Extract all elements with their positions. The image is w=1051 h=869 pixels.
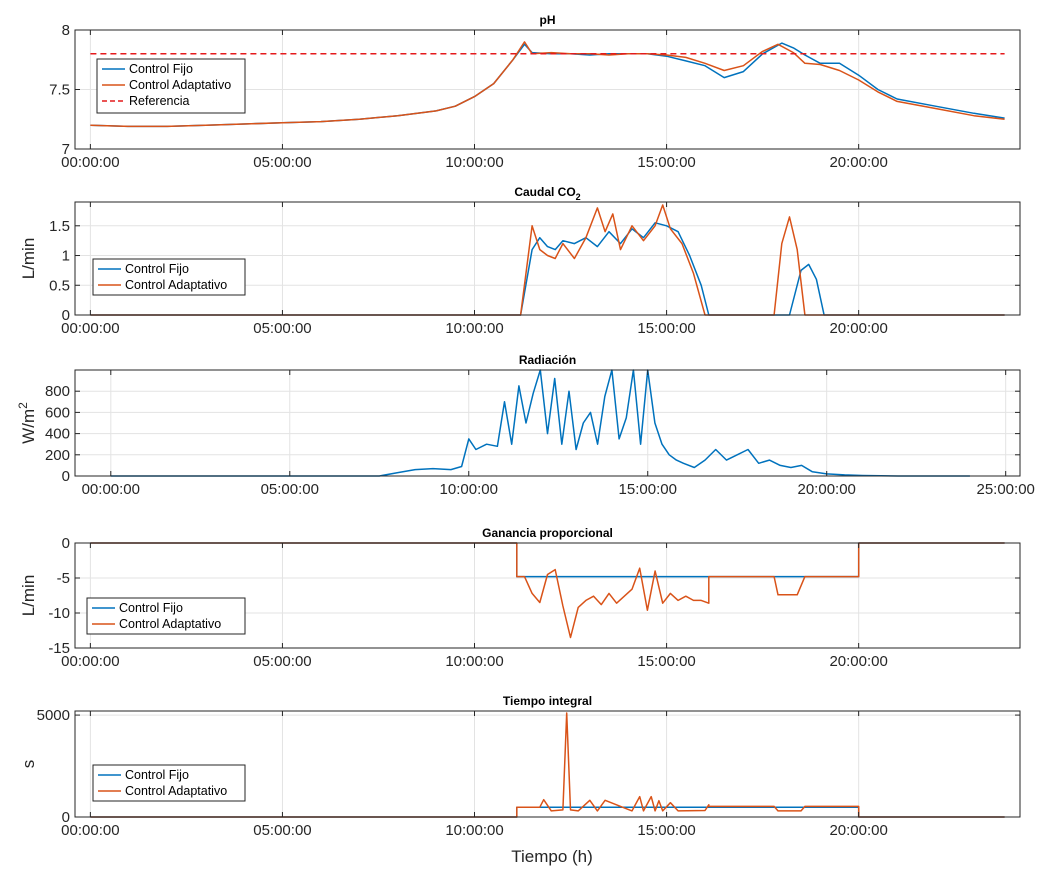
x-tick-label: 15:00:00 xyxy=(619,481,677,498)
legend-label: Control Adaptativo xyxy=(125,784,227,798)
axes-frame xyxy=(74,710,1021,818)
y-tick-label: 8 xyxy=(62,22,70,39)
x-tick-label: 05:00:00 xyxy=(253,653,311,670)
series-line-control-adaptativo xyxy=(90,41,1005,128)
y-tick-label: 400 xyxy=(45,426,70,443)
legend: Control Fijo Control Adaptativo xyxy=(92,258,246,296)
subplot-1: 00:00:00 05:00:00 10:00:00 15:00:00 20:00:00… xyxy=(49,13,1021,171)
legend-box xyxy=(86,597,246,635)
legend-box xyxy=(96,58,246,114)
y-axis-label: L/min xyxy=(19,238,38,280)
axes-frame xyxy=(74,201,1021,316)
x-axis-label: Tiempo (h) xyxy=(511,847,593,866)
legend: Control Fijo Control Adaptativo xyxy=(92,764,246,802)
y-tick-label: 200 xyxy=(45,447,70,464)
x-tick-label: 00:00:00 xyxy=(61,154,119,171)
y-tick-label: 1.5 xyxy=(49,218,70,235)
x-tick-label: 00:00:00 xyxy=(61,653,119,670)
x-tick-label: 20:00:00 xyxy=(829,320,887,337)
legend-label: Control Adaptativo xyxy=(119,617,221,631)
y-tick-label: 0.5 xyxy=(49,277,70,294)
x-tick-label: 05:00:00 xyxy=(253,822,311,839)
y-tick-label: 7 xyxy=(62,141,70,158)
legend-label: Control Fijo xyxy=(125,262,189,276)
x-tick-label: 10:00:00 xyxy=(445,154,503,171)
y-tick-label: 5000 xyxy=(37,707,70,724)
subplot-4: 00:00:00 05:00:00 10:00:00 15:00:00 20:00:00… xyxy=(19,526,1021,670)
subplot-title: Tiempo integral xyxy=(503,694,592,708)
x-tick-label: 15:00:00 xyxy=(637,320,695,337)
y-tick-label: 0 xyxy=(62,307,70,324)
subplot-2: 00:00:00 05:00:00 10:00:00 15:00:00 20:00:00… xyxy=(19,185,1021,337)
legend-box xyxy=(92,764,246,802)
x-tick-label: 10:00:00 xyxy=(440,481,498,498)
x-tick-label: 00:00:00 xyxy=(61,320,119,337)
subplot-title: Ganancia proporcional xyxy=(482,526,613,540)
legend-label: Control Fijo xyxy=(129,62,193,76)
legend: Control Fijo Control Adaptativo Referencia xyxy=(96,58,246,114)
x-tick-label: 05:00:00 xyxy=(253,154,311,171)
y-tick-label: 0 xyxy=(62,468,70,485)
y-axis-label: W/m2 xyxy=(16,402,38,444)
plot-area xyxy=(75,370,1020,476)
subplot-title: Radiación xyxy=(519,353,576,367)
x-tick-label: 15:00:00 xyxy=(637,822,695,839)
x-tick-label: 20:00:00 xyxy=(829,822,887,839)
y-axis-label: s xyxy=(19,760,38,769)
x-tick-label: 15:00:00 xyxy=(637,154,695,171)
y-tick-label: 0 xyxy=(62,535,70,552)
legend-box xyxy=(92,258,246,296)
x-tick-label: 20:00:00 xyxy=(798,481,856,498)
legend-label: Referencia xyxy=(129,94,189,108)
series-line-control-adaptativo xyxy=(90,542,1005,639)
x-tick-label: 20:00:00 xyxy=(829,653,887,670)
subplot-title: pH xyxy=(540,13,556,27)
legend-label: Control Fijo xyxy=(119,601,183,615)
x-tick-label: 10:00:00 xyxy=(445,320,503,337)
x-tick-label: 10:00:00 xyxy=(445,653,503,670)
y-axis-label: L/min xyxy=(19,575,38,617)
x-tick-label: 10:00:00 xyxy=(445,822,503,839)
x-tick-label: 25:00:00 xyxy=(976,481,1034,498)
series-line-control-adaptativo xyxy=(90,712,1005,818)
subplot-3: 00:00:00 05:00:00 10:00:00 15:00:00 20:00:00… xyxy=(16,353,1035,498)
x-tick-label: 20:00:00 xyxy=(829,154,887,171)
x-tick-label: 00:00:00 xyxy=(61,822,119,839)
series-line-radiación xyxy=(110,369,970,477)
axes-frame xyxy=(74,369,1021,477)
x-tick-label: 00:00:00 xyxy=(82,481,140,498)
y-tick-label: -15 xyxy=(48,640,70,657)
y-tick-label: 800 xyxy=(45,383,70,400)
legend-label: Control Fijo xyxy=(125,768,189,782)
legend-label: Control Adaptativo xyxy=(129,78,231,92)
x-tick-label: 15:00:00 xyxy=(637,653,695,670)
subplot-title: Caudal CO2 xyxy=(514,185,580,202)
x-tick-label: 05:00:00 xyxy=(253,320,311,337)
x-tick-label: 05:00:00 xyxy=(261,481,319,498)
axes-frame xyxy=(74,542,1021,649)
y-tick-label: 7.5 xyxy=(49,82,70,99)
y-tick-label: -5 xyxy=(57,570,70,587)
legend: Control Fijo Control Adaptativo xyxy=(86,597,246,635)
y-tick-label: 0 xyxy=(62,809,70,826)
y-tick-label: 600 xyxy=(45,404,70,421)
y-tick-label: -10 xyxy=(48,605,70,622)
subplot-5: 00:00:00 05:00:00 10:00:00 15:00:00 20:00:00… xyxy=(19,694,1021,839)
legend-label: Control Adaptativo xyxy=(125,278,227,292)
subplots: 00:00:00 05:00:00 10:00:00 15:00:00 20:00:00… xyxy=(16,13,1035,839)
y-tick-label: 1 xyxy=(62,248,70,265)
series-line-control-adaptativo xyxy=(90,204,1005,316)
